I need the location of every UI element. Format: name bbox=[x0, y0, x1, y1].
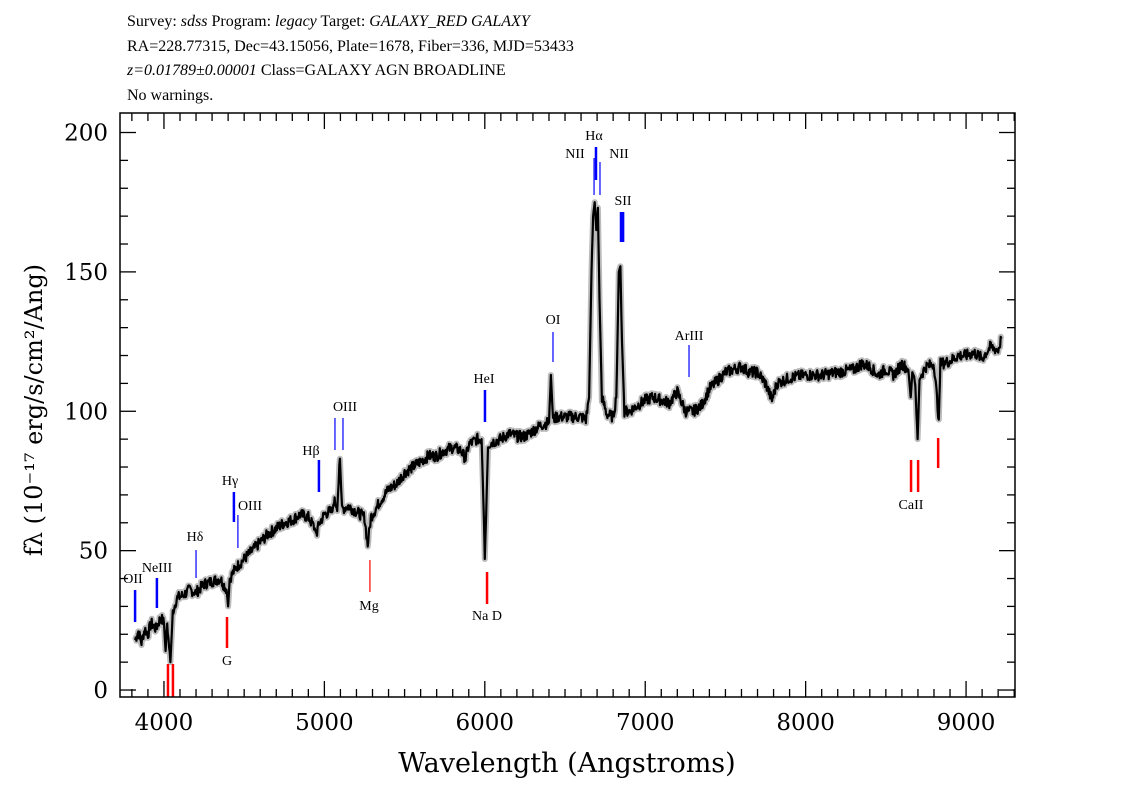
spectrum-line bbox=[134, 201, 1003, 664]
line-marker-caii: CaII bbox=[899, 438, 940, 513]
program-value: legacy bbox=[275, 13, 317, 30]
x-tick-label: 5000 bbox=[295, 710, 354, 736]
line-label: Hγ bbox=[222, 474, 238, 489]
line-marker-ariii: ArIII bbox=[675, 329, 704, 377]
y-axis-label: fλ (10⁻¹⁷ erg/s/cm²/Ang) bbox=[20, 264, 48, 556]
warnings: No warnings. bbox=[127, 87, 214, 104]
line-marker-hβ: Hβ bbox=[302, 444, 321, 492]
class: Class=GALAXY AGN BROADLINE bbox=[260, 62, 506, 79]
line-marker-hδ: Hδ bbox=[187, 530, 204, 578]
line-label: NII bbox=[609, 147, 629, 162]
line-marker-g: G bbox=[222, 617, 232, 669]
x-axis-label: Wavelength (Angstroms) bbox=[398, 748, 735, 779]
line-marker-hγ: Hγ bbox=[222, 474, 238, 522]
line-marker-sii: SII bbox=[614, 194, 632, 242]
line-label: OIII bbox=[238, 499, 262, 514]
error-band bbox=[132, 199, 1005, 666]
redshift: z=0.01789±0.00001 bbox=[127, 62, 257, 79]
line-label: OIII bbox=[333, 400, 357, 415]
line-label: HeI bbox=[474, 372, 495, 387]
y-tick-label: 100 bbox=[64, 399, 108, 425]
line-marker-mg: Mg bbox=[359, 560, 379, 614]
line-marker-nad: Na D bbox=[472, 572, 502, 624]
line-label: G bbox=[222, 654, 232, 669]
x-tick-label: 8000 bbox=[776, 710, 835, 736]
line-label: OII bbox=[123, 572, 143, 587]
line-label: Hδ bbox=[187, 530, 204, 545]
line-marker-nii: NII bbox=[565, 147, 595, 195]
x-tick-label: 4000 bbox=[135, 710, 194, 736]
header-line-3: z=0.01789±0.00001 Class=GALAXY AGN BROAD… bbox=[127, 62, 506, 80]
line-label: Mg bbox=[359, 599, 378, 614]
line-label: ArIII bbox=[675, 329, 704, 344]
target-value: GALAXY_RED GALAXY bbox=[369, 13, 530, 30]
header-line-2: RA=228.77315, Dec=43.15056, Plate=1678, … bbox=[127, 38, 574, 55]
program-label: Program: bbox=[211, 13, 272, 30]
line-marker-hk bbox=[166, 664, 175, 697]
target-label: Target: bbox=[320, 13, 366, 30]
line-label: SII bbox=[614, 194, 631, 209]
survey-value: sdss bbox=[180, 13, 208, 30]
line-label: NeIII bbox=[142, 561, 173, 576]
line-marker-neiii: NeIII bbox=[142, 561, 173, 608]
line-label: CaII bbox=[899, 498, 924, 513]
y-tick-label: 0 bbox=[93, 678, 108, 704]
line-marker-hei: HeI bbox=[474, 372, 495, 422]
line-label: NII bbox=[565, 147, 585, 162]
line-marker-hα: Hα bbox=[585, 129, 603, 180]
survey-label: Survey: bbox=[127, 13, 177, 30]
y-tick-label: 150 bbox=[64, 260, 108, 286]
x-tick-label: 7000 bbox=[616, 710, 675, 736]
x-tick-label: 6000 bbox=[456, 710, 515, 736]
plot-frame bbox=[119, 112, 1016, 698]
line-marker-oiii: OIII bbox=[333, 400, 357, 450]
header-line-1: Survey: sdss Program: legacy Target: GAL… bbox=[127, 13, 530, 31]
line-marker-nii: NII bbox=[599, 147, 629, 195]
line-label: OI bbox=[546, 313, 561, 328]
line-label: Na D bbox=[472, 609, 502, 624]
y-tick-label: 200 bbox=[64, 121, 108, 147]
line-marker-oiii: OIII bbox=[237, 499, 262, 548]
line-label: Hβ bbox=[302, 444, 319, 459]
y-tick-label: 50 bbox=[79, 539, 108, 565]
line-marker-oi: OI bbox=[546, 313, 561, 362]
line-marker-oii: OII bbox=[123, 572, 143, 622]
line-label: Hα bbox=[585, 129, 603, 144]
x-tick-label: 9000 bbox=[937, 710, 996, 736]
